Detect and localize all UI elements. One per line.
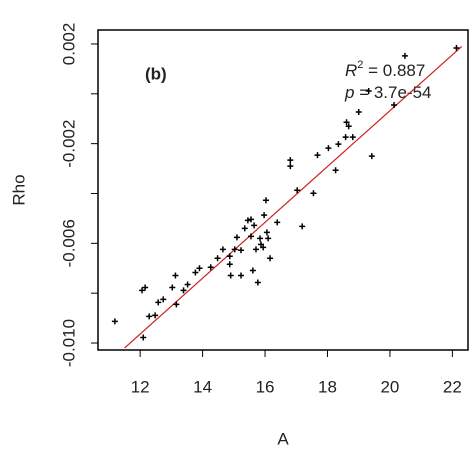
point <box>140 334 147 341</box>
point <box>260 244 267 251</box>
point <box>192 269 199 276</box>
point <box>368 153 375 160</box>
panel-label: (b) <box>145 64 167 83</box>
point <box>238 247 245 254</box>
point <box>251 222 258 229</box>
point <box>343 119 350 126</box>
y-tick-label: -0.006 <box>59 219 78 267</box>
point <box>355 108 362 115</box>
point <box>226 261 233 268</box>
y-tick-label: 0.002 <box>59 23 78 66</box>
point <box>299 223 306 230</box>
point <box>241 225 248 232</box>
x-tick-label: 16 <box>256 377 275 396</box>
point <box>335 141 342 148</box>
point <box>244 217 251 224</box>
point <box>226 253 233 260</box>
r2-annotation: R2 = 0.887 <box>345 59 425 81</box>
point <box>287 163 294 170</box>
point <box>155 299 162 306</box>
point <box>173 301 180 308</box>
point <box>146 313 153 320</box>
point <box>314 152 321 159</box>
point <box>139 287 146 294</box>
point <box>261 212 268 219</box>
x-tick-label: 14 <box>193 377 212 396</box>
r2-label: R <box>345 61 357 80</box>
p-annotation: p = 3.7e-54 <box>344 83 432 102</box>
point <box>252 246 259 253</box>
point <box>169 284 176 291</box>
point <box>257 235 264 242</box>
y-tick-label: -0.010 <box>59 319 78 367</box>
point <box>249 267 256 274</box>
point <box>349 134 356 141</box>
point <box>111 318 118 325</box>
plot-frame <box>97 29 469 351</box>
point <box>231 246 238 253</box>
fit-line <box>124 46 463 349</box>
point <box>207 264 214 271</box>
point <box>401 52 408 59</box>
p-value: = 3.7e-54 <box>354 83 431 102</box>
point <box>365 88 372 95</box>
point <box>453 44 460 51</box>
point <box>233 234 240 241</box>
x-tick-label: 18 <box>318 377 337 396</box>
point <box>274 219 281 226</box>
point <box>196 265 203 272</box>
y-axis-label: Rho <box>9 174 28 205</box>
r2-exponent: 2 <box>357 59 363 71</box>
point <box>247 216 254 223</box>
p-label: p <box>344 83 354 102</box>
x-tick-label: 12 <box>131 377 150 396</box>
point <box>160 296 167 303</box>
point <box>254 279 261 286</box>
y-tick-label: -0.002 <box>59 120 78 168</box>
point <box>310 190 317 197</box>
point <box>238 272 245 279</box>
point <box>142 284 149 291</box>
point <box>391 102 397 109</box>
point <box>263 229 270 236</box>
r2-value: = 0.887 <box>363 61 425 80</box>
point <box>262 197 269 204</box>
point <box>152 312 159 319</box>
point <box>325 145 332 152</box>
point <box>332 167 339 174</box>
point <box>214 255 221 262</box>
point <box>345 123 352 130</box>
x-tick-label: 22 <box>443 377 462 396</box>
point <box>180 287 187 294</box>
x-tick-label: 20 <box>380 377 399 396</box>
point <box>227 272 234 279</box>
point <box>184 281 191 288</box>
point <box>219 246 226 253</box>
point <box>287 157 294 164</box>
point <box>265 235 272 242</box>
point <box>294 187 301 194</box>
x-axis-label: A <box>277 429 289 448</box>
point <box>342 134 349 141</box>
point <box>247 233 254 240</box>
point <box>172 272 179 279</box>
point <box>267 255 274 262</box>
